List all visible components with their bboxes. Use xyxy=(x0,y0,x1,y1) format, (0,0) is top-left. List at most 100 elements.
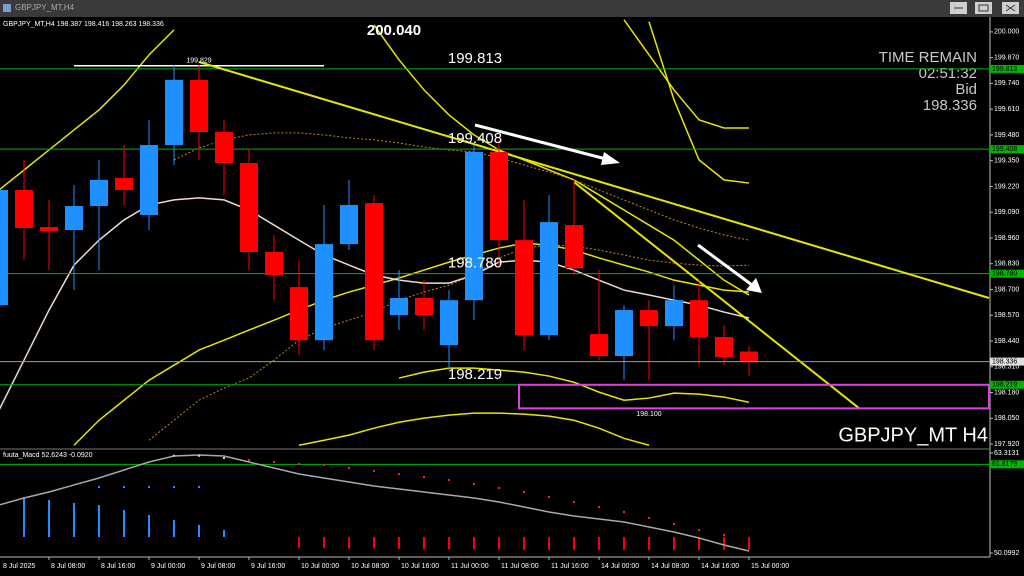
histogram-bar xyxy=(98,505,100,537)
overlay-line xyxy=(148,244,750,441)
x-tick-label: 8 Jul 08:00 xyxy=(51,563,85,570)
level-label: 199.408 xyxy=(448,130,502,147)
signal-dot xyxy=(523,490,525,493)
signal-dot xyxy=(348,467,350,470)
arrow xyxy=(697,243,753,287)
candle-body xyxy=(290,287,308,341)
bid-axis-box xyxy=(990,357,1024,366)
histogram-bar xyxy=(473,537,475,550)
level-axis-box xyxy=(990,269,1024,278)
signal-dot xyxy=(698,528,700,531)
histogram-bar xyxy=(523,537,525,550)
annotation-arrows xyxy=(474,123,762,293)
signal-dot xyxy=(423,476,425,479)
candle-body xyxy=(640,310,658,327)
x-tick-label: 10 Jul 08:00 xyxy=(351,563,389,570)
histogram-bar xyxy=(223,529,225,537)
segment-label: 199.829 xyxy=(186,58,211,65)
signal-dot xyxy=(498,486,500,489)
signal-dot xyxy=(173,454,175,457)
candle-body xyxy=(265,252,283,276)
candle-body xyxy=(415,297,433,316)
overlay-line xyxy=(648,21,750,184)
macd-readout: -0.0920 xyxy=(69,452,93,459)
candle-body xyxy=(390,297,408,316)
time-remain: 02:51:32 xyxy=(919,65,977,82)
maximize-icon xyxy=(978,4,989,12)
y-tick-label: 199.480 xyxy=(994,132,1019,139)
x-tick-label: 14 Jul 00:00 xyxy=(601,563,639,570)
level-axis-box xyxy=(990,380,1024,389)
histogram-bar xyxy=(448,537,450,550)
ohlc-header: GBPJPY_MT,H4 198.387 198.416 198.263 198… xyxy=(3,21,164,28)
x-tick-label: 10 Jul 16:00 xyxy=(401,563,439,570)
maximize-button[interactable] xyxy=(975,2,992,14)
window-title: GBPJPY_MT,H4 xyxy=(15,3,75,12)
title-bar xyxy=(0,0,1024,17)
signal-dot xyxy=(723,533,725,536)
histogram-bar xyxy=(498,537,500,550)
signal-dot xyxy=(548,495,550,498)
signal-dot xyxy=(123,486,125,489)
histogram-bar xyxy=(123,510,125,537)
y-tick-label: 199.870 xyxy=(994,54,1019,61)
candle-body xyxy=(615,310,633,357)
candle-body xyxy=(565,225,583,269)
signal-dot xyxy=(598,505,600,508)
x-tick-label: 9 Jul 00:00 xyxy=(151,563,185,570)
trendline xyxy=(198,61,990,299)
signal-dot xyxy=(673,523,675,526)
overlay-line xyxy=(398,367,750,403)
histogram-bar xyxy=(398,537,400,549)
histogram-bar xyxy=(573,537,575,550)
y-tick-label: 198.830 xyxy=(994,261,1019,268)
signal-dot xyxy=(198,454,200,457)
open-readout: 198.387 xyxy=(57,21,82,28)
candle-body xyxy=(690,300,708,338)
high-readout: 198.416 xyxy=(84,21,109,28)
level-axis-label: 61.8179 xyxy=(992,461,1017,468)
signal-dot xyxy=(623,510,625,513)
y-tick-label: 198.050 xyxy=(994,415,1019,422)
bid-axis-label: 198.336 xyxy=(992,358,1017,365)
y-tick-label: 50.0992 xyxy=(994,550,1019,557)
signal-dot xyxy=(173,486,175,489)
candle-body xyxy=(465,151,483,301)
bid-label: Bid xyxy=(955,81,977,98)
histogram-bar xyxy=(73,502,75,537)
histogram-bar xyxy=(298,537,300,548)
signal-dot xyxy=(98,486,100,489)
overlay-line xyxy=(298,412,650,446)
candle-body xyxy=(440,300,458,346)
level-label: 198.219 xyxy=(448,366,502,383)
x-tick-label: 15 Jul 00:00 xyxy=(751,563,789,570)
x-tick-label: 14 Jul 16:00 xyxy=(701,563,739,570)
level-axis-label: 198.219 xyxy=(992,382,1017,389)
arrow-head xyxy=(746,278,762,293)
candle-body xyxy=(90,179,108,207)
bid-value: 198.336 xyxy=(923,97,977,114)
level-axis-box xyxy=(990,460,1024,469)
macd-readout: 52.6243 xyxy=(42,452,67,459)
level-axis-label: 199.813 xyxy=(992,66,1017,73)
histogram-bar xyxy=(373,537,375,549)
histogram-bar xyxy=(673,537,675,550)
candle-body xyxy=(590,334,608,357)
signal-dot xyxy=(223,457,225,460)
candle-body xyxy=(515,240,533,336)
candle-body xyxy=(740,351,758,362)
low-readout: 198.263 xyxy=(111,21,136,28)
histogram-bar xyxy=(748,537,750,550)
signal-dot xyxy=(248,458,250,461)
x-tick-label: 8 Jul 2025 xyxy=(3,563,35,570)
candle-body xyxy=(540,222,558,336)
candle-body xyxy=(140,145,158,215)
x-tick-label: 10 Jul 00:00 xyxy=(301,563,339,570)
y-tick-label: 200.000 xyxy=(994,29,1019,36)
x-tick-label: 11 Jul 16:00 xyxy=(551,563,589,570)
signal-dot xyxy=(148,486,150,489)
histogram-bar xyxy=(323,537,325,549)
candle-body xyxy=(65,206,83,231)
candle-body xyxy=(115,177,133,190)
